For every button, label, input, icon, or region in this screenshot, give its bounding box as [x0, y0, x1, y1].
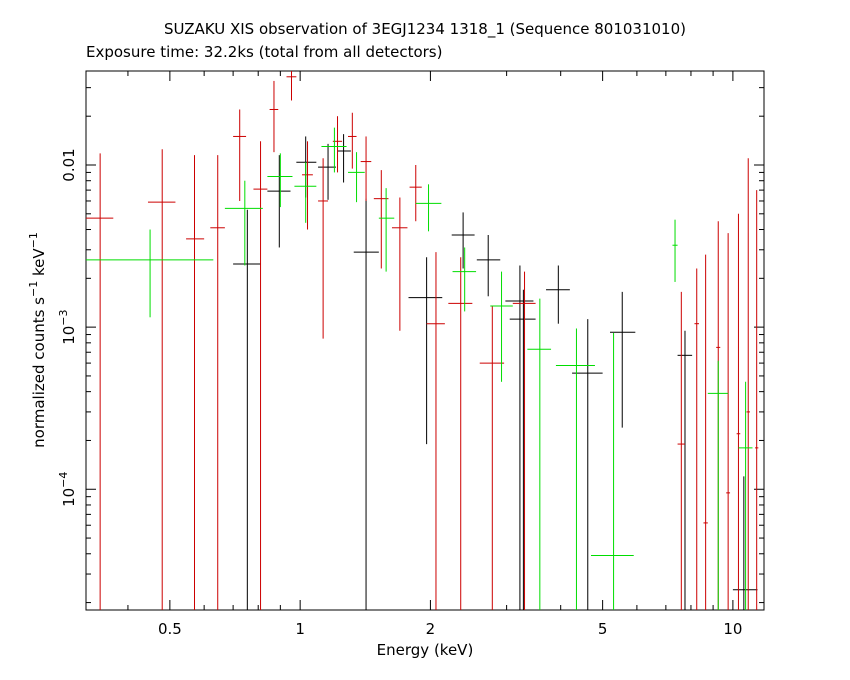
data-points: [86, 71, 759, 610]
x-tick-label: 2: [426, 620, 436, 638]
x-tick-label: 5: [598, 620, 608, 638]
data-point: [147, 149, 176, 610]
y-axis-label: normalized counts s−1 keV−1: [27, 232, 48, 448]
y-label-text: normalized counts s: [30, 297, 48, 448]
y-tick-label: 10−3: [57, 309, 78, 344]
data-point: [86, 153, 114, 610]
y-tick-label: 0.01: [60, 148, 78, 181]
data-point: [572, 319, 603, 610]
data-point: [451, 212, 475, 269]
data-point: [738, 381, 753, 610]
data-point: [426, 252, 445, 610]
data-point: [409, 164, 422, 222]
data-point: [490, 271, 513, 382]
data-point: [408, 257, 443, 445]
data-point: [302, 141, 313, 230]
data-point: [694, 268, 700, 610]
data-point: [186, 155, 205, 610]
y-tick-label: 10−4: [57, 472, 78, 507]
chart-subtitle: Exposure time: 32.2ks (total from all de…: [86, 43, 443, 61]
data-point: [318, 158, 329, 339]
plot-frame: [85, 70, 765, 611]
data-point: [703, 254, 708, 610]
data-point: [224, 180, 263, 266]
data-point: [233, 209, 261, 610]
data-point: [476, 235, 501, 297]
data-point: [267, 155, 291, 248]
data-point: [479, 305, 505, 610]
data-point: [448, 257, 473, 610]
data-point: [86, 229, 214, 318]
data-point: [746, 158, 750, 610]
data-point: [509, 289, 536, 610]
data-point: [609, 291, 636, 428]
data-point: [546, 265, 570, 324]
chart-title: SUZAKU XIS observation of 3EGJ1234 1318_…: [164, 20, 686, 38]
data-point: [348, 112, 357, 169]
y-tick-exponent: −3: [57, 309, 70, 325]
data-point: [415, 184, 442, 232]
data-point: [233, 109, 247, 201]
data-point: [736, 213, 741, 610]
y-label-text: keV: [30, 248, 48, 281]
data-point: [269, 80, 279, 153]
data-point: [527, 298, 552, 610]
x-axis-label: Energy (keV): [377, 641, 474, 659]
data-point: [253, 141, 268, 610]
axis-labels: Energy (keV) normalized counts s−1 keV−1: [27, 232, 473, 659]
data-point: [512, 271, 536, 610]
data-point: [677, 330, 693, 610]
data-point: [318, 143, 336, 200]
data-point: [378, 188, 395, 272]
data-point: [337, 134, 351, 183]
data-point: [348, 152, 365, 203]
data-point: [391, 197, 408, 331]
x-tick-label: 1: [295, 620, 305, 638]
data-point: [353, 198, 379, 610]
data-point: [505, 265, 534, 610]
y-tick-exponent: −4: [57, 472, 70, 488]
axis-ticks: 0.5 1 2 5 10 0.01 10−3 10−4: [57, 71, 764, 638]
data-point: [360, 136, 372, 201]
data-point: [267, 153, 293, 208]
x-tick-label: 10: [723, 620, 742, 638]
data-point: [210, 155, 225, 610]
data-point: [726, 233, 731, 610]
data-point: [755, 190, 759, 610]
data-point: [677, 291, 685, 610]
data-point: [707, 360, 729, 610]
data-point: [672, 219, 678, 282]
x-tick-label: 0.5: [158, 620, 182, 638]
data-point: [296, 136, 317, 198]
y-label-exponent: −1: [27, 232, 40, 248]
data-point: [294, 162, 317, 223]
data-point: [555, 328, 595, 610]
data-point: [321, 127, 347, 173]
data-point: [286, 71, 297, 101]
data-point: [452, 247, 477, 312]
data-point: [590, 332, 634, 610]
y-label-exponent: −1: [27, 281, 40, 297]
